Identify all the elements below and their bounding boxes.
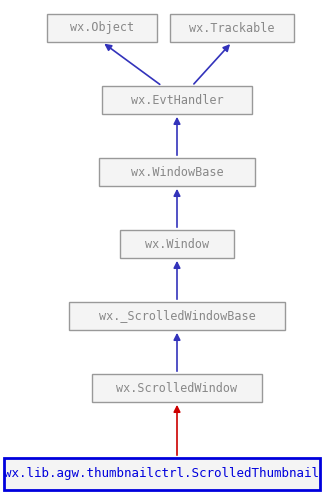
Bar [170,14,294,42]
Text: wx.lib.agw.thumbnailctrl.ScrolledThumbnail: wx.lib.agw.thumbnailctrl.ScrolledThumbna… [5,468,319,480]
Bar [92,374,262,402]
Text: wx.WindowBase: wx.WindowBase [131,165,223,178]
Text: wx.EvtHandler: wx.EvtHandler [131,94,223,106]
Bar [99,158,255,186]
Bar [69,302,285,330]
Bar [4,458,320,490]
Text: wx.Trackable: wx.Trackable [189,22,275,34]
Bar [102,86,252,114]
Text: wx.ScrolledWindow: wx.ScrolledWindow [116,382,238,395]
Text: wx.Object: wx.Object [70,22,134,34]
Bar [47,14,157,42]
Text: wx._ScrolledWindowBase: wx._ScrolledWindowBase [98,309,255,323]
Bar [120,230,234,258]
Text: wx.Window: wx.Window [145,237,209,250]
